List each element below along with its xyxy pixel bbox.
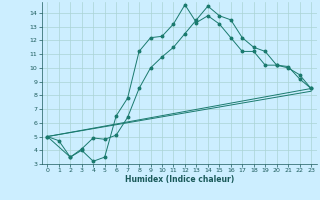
X-axis label: Humidex (Indice chaleur): Humidex (Indice chaleur): [124, 175, 234, 184]
